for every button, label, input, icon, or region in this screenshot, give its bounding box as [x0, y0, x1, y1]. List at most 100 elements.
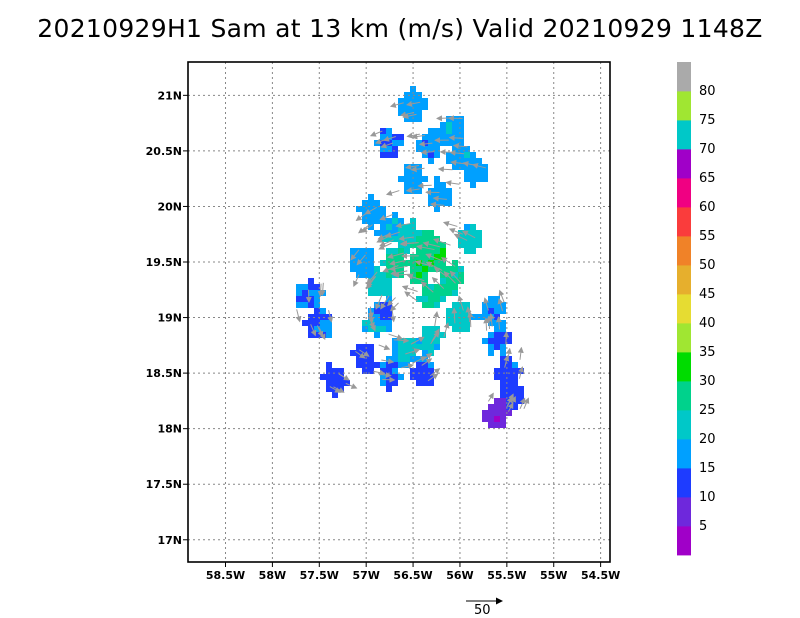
field-cell — [398, 134, 404, 140]
colorbar-swatch — [677, 265, 691, 295]
wind-vector — [380, 295, 390, 310]
field-cell — [332, 380, 338, 386]
field-cell — [476, 314, 482, 320]
field-cell — [458, 278, 464, 284]
field-cell — [446, 122, 452, 128]
field-cell — [356, 344, 362, 350]
field-cell — [416, 380, 422, 386]
wind-vector — [366, 276, 375, 288]
wind-vector — [373, 369, 386, 376]
field-cell — [428, 152, 434, 158]
field-cell — [332, 374, 338, 380]
field-cell — [494, 368, 500, 374]
field-cell — [494, 410, 500, 416]
colorbar-swatch — [677, 207, 691, 237]
colorbar-label: 5 — [699, 519, 707, 534]
field-cell — [422, 236, 428, 242]
field-cell — [374, 320, 380, 326]
field-cell — [434, 188, 440, 194]
field-cell — [422, 380, 428, 386]
wind-vector — [523, 397, 530, 409]
wind-vector — [445, 180, 460, 187]
field-cell — [440, 278, 446, 284]
field-cell — [380, 320, 386, 326]
colorbar: 5 10 15 20 25 30 35 40 45 50 55 60 65 70 75 80 — [677, 62, 716, 556]
field-cell — [392, 218, 398, 224]
field-cell — [398, 98, 404, 104]
chart-title: 20210929H1 Sam at 13 km (m/s) Valid 2021… — [37, 14, 763, 43]
field-cell — [494, 332, 500, 338]
field-cell — [428, 296, 434, 302]
field-cell — [416, 266, 422, 272]
field-cell — [416, 164, 422, 170]
field-cell — [488, 422, 494, 428]
field-cell — [416, 272, 422, 278]
field-cell — [356, 266, 362, 272]
y-tick-label: 19N — [157, 312, 182, 325]
field-cell — [416, 170, 422, 176]
field-cell — [470, 236, 476, 242]
field-cell — [458, 146, 464, 152]
wind-vector — [451, 307, 458, 324]
wind-vector — [368, 306, 375, 319]
field-cell — [386, 272, 392, 278]
field-cell — [338, 380, 344, 386]
field-cell — [374, 206, 380, 212]
field-cell — [464, 164, 470, 170]
field-cell — [476, 164, 482, 170]
wind-vector — [355, 212, 368, 221]
field-cell — [446, 194, 452, 200]
field-cell — [326, 374, 332, 380]
wind-vector — [388, 333, 404, 340]
field-cell — [386, 218, 392, 224]
field-cell — [488, 332, 494, 338]
field-cell — [440, 260, 446, 266]
colorbar-swatch — [677, 410, 691, 440]
wind-vector — [381, 358, 395, 365]
wind-vector — [364, 206, 377, 215]
field-cell — [380, 218, 386, 224]
field-cell — [446, 314, 452, 320]
wind-vector — [345, 382, 358, 389]
field-cell — [362, 326, 368, 332]
field-cell — [482, 410, 488, 416]
field-cell — [380, 308, 386, 314]
field-cell — [428, 134, 434, 140]
field-cell — [500, 368, 506, 374]
field-cell — [434, 140, 440, 146]
field-cell — [350, 266, 356, 272]
colorbar-swatch — [677, 91, 691, 121]
field-cell — [464, 248, 470, 254]
wind-vector — [432, 195, 447, 202]
field-cell — [428, 194, 434, 200]
field-cell — [398, 218, 404, 224]
field-cell — [446, 290, 452, 296]
field-cell — [512, 392, 518, 398]
field-cell — [380, 326, 386, 332]
field-cell — [428, 248, 434, 254]
colorbar-label: 30 — [699, 374, 716, 389]
wind-vector — [507, 402, 514, 412]
field-cell — [458, 308, 464, 314]
x-axis-ticks: 58.5W 58W 57.5W 57W 56.5W 56W 55.5W 55W 54.5W — [206, 562, 620, 582]
field-cell — [446, 284, 452, 290]
wind-vector — [448, 134, 464, 141]
wind-vector — [483, 297, 490, 311]
field-cell — [434, 296, 440, 302]
field-cell — [488, 404, 494, 410]
field-cell — [440, 332, 446, 338]
colorbar-label: 10 — [699, 490, 716, 505]
wind-vector — [380, 142, 394, 149]
field-cell — [452, 290, 458, 296]
wind-vector — [369, 130, 383, 137]
field-cell — [476, 170, 482, 176]
field-cell — [470, 242, 476, 248]
field-cell — [416, 374, 422, 380]
colorbar-swatch — [677, 381, 691, 411]
field-cell — [440, 140, 446, 146]
field-cell — [368, 260, 374, 266]
wind-vector — [450, 159, 465, 166]
colorbar-swatch — [677, 468, 691, 498]
field-cell — [386, 368, 392, 374]
field-cell — [458, 242, 464, 248]
